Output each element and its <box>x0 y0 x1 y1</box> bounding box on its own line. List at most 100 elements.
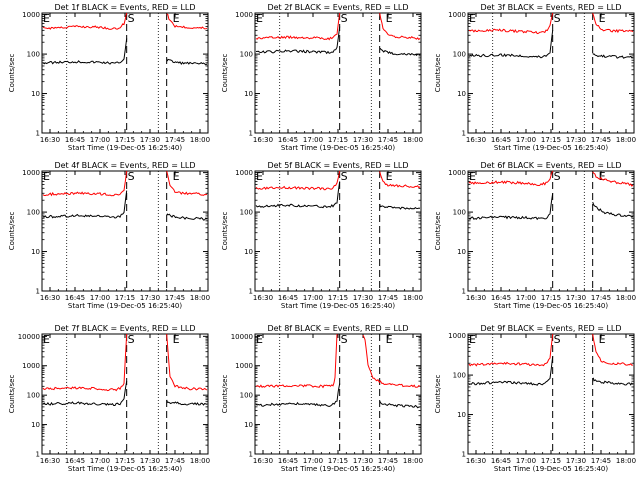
x-tick-label: 16:30 <box>253 136 273 144</box>
panel-det-2: Det 2f BLACK = Events, RED = LLD Counts/s… <box>221 3 423 152</box>
marker-label: E <box>469 170 476 183</box>
x-tick-label: 17:15 <box>328 294 348 302</box>
lld-series-line <box>592 12 634 34</box>
y-tick-label: 100 <box>240 209 253 217</box>
events-series-line <box>166 58 208 66</box>
panel-det-6: Det 6f BLACK = Events, RED = LLD Counts/s… <box>434 161 636 310</box>
x-tick-label: 17:30 <box>140 457 160 465</box>
panel-title: Det 9f BLACK = Events, RED = LLD <box>480 324 621 333</box>
panel-title: Det 7f BLACK = Events, RED = LLD <box>54 324 195 333</box>
x-tick-label: 17:00 <box>90 294 110 302</box>
marker-label: E <box>386 170 393 183</box>
x-axis-label: Start Time (19-Dec-05 16:25:40) <box>281 302 395 310</box>
marker-label: E <box>173 170 180 183</box>
marker-label: E <box>469 333 476 346</box>
y-tick-label: 100 <box>240 392 253 400</box>
y-tick-label: 10 <box>457 248 466 256</box>
events-series-line <box>379 203 421 210</box>
lld-series-line <box>255 333 338 389</box>
x-tick-label: 18:00 <box>616 136 636 144</box>
x-tick-label: 16:45 <box>65 136 85 144</box>
x-tick-label: 18:00 <box>190 136 210 144</box>
y-tick-label: 10 <box>244 248 253 256</box>
marker-label: E <box>386 12 393 25</box>
lld-series-line <box>255 12 341 41</box>
x-tick-label: 17:30 <box>566 457 586 465</box>
y-axis-label: Counts/sec <box>221 375 229 414</box>
marker-label: E <box>599 333 606 346</box>
x-tick-label: 17:15 <box>541 294 561 302</box>
marker-label: E <box>256 333 263 346</box>
lld-series-line <box>42 12 128 30</box>
x-tick-label: 17:00 <box>516 294 536 302</box>
lld-series-line <box>42 170 128 197</box>
x-tick-label: 16:30 <box>40 136 60 144</box>
marker-label: S <box>341 12 348 25</box>
y-tick-label: 10 <box>244 421 253 429</box>
x-tick-label: 17:00 <box>303 136 323 144</box>
x-tick-label: 17:00 <box>516 457 536 465</box>
x-tick-label: 17:30 <box>353 136 373 144</box>
x-axis-label: Start Time (19-Dec-05 16:25:40) <box>68 465 182 473</box>
x-tick-label: 17:30 <box>140 136 160 144</box>
marker-label: E <box>43 170 50 183</box>
marker-label: S <box>128 170 135 183</box>
y-axis-label: Counts/sec <box>221 54 229 93</box>
y-tick-label: 1000 <box>448 332 466 340</box>
x-tick-label: 17:30 <box>353 294 373 302</box>
events-series-line <box>255 26 341 55</box>
x-tick-label: 18:00 <box>616 457 636 465</box>
events-series-line <box>468 30 554 59</box>
events-series-line <box>255 383 341 408</box>
x-tick-label: 17:00 <box>303 294 323 302</box>
y-tick-label: 1 <box>249 288 253 296</box>
panel-det-4: Det 4f BLACK = Events, RED = LLD Counts/s… <box>8 161 210 310</box>
y-tick-label: 100 <box>453 51 466 59</box>
x-tick-label: 16:30 <box>466 136 486 144</box>
events-series-line <box>255 181 341 209</box>
y-axis-label: Counts/sec <box>434 212 442 251</box>
y-tick-label: 1000 <box>22 362 40 370</box>
panel-title: Det 1f BLACK = Events, RED = LLD <box>54 3 195 12</box>
x-tick-label: 16:45 <box>278 136 298 144</box>
y-tick-label: 1000 <box>235 169 253 177</box>
panel-det-7: Det 7f BLACK = Events, RED = LLD Counts/s… <box>8 324 210 473</box>
x-tick-label: 16:30 <box>253 457 273 465</box>
lld-series-line <box>166 170 208 196</box>
y-tick-label: 1000 <box>235 362 253 370</box>
x-tick-label: 17:45 <box>165 136 185 144</box>
y-tick-label: 1 <box>36 451 40 459</box>
y-tick-label: 1 <box>249 130 253 138</box>
y-tick-label: 1 <box>462 451 466 459</box>
x-tick-label: 18:00 <box>403 294 423 302</box>
x-tick-label: 17:45 <box>165 457 185 465</box>
x-tick-label: 17:45 <box>378 136 398 144</box>
y-tick-label: 100 <box>453 372 466 380</box>
x-tick-label: 16:30 <box>253 294 273 302</box>
lld-series-line <box>379 171 421 189</box>
y-tick-label: 1 <box>462 288 466 296</box>
x-tick-label: 16:45 <box>65 457 85 465</box>
y-axis-label: Counts/sec <box>434 375 442 414</box>
marker-label: S <box>554 333 561 346</box>
y-axis-label: Counts/sec <box>8 375 16 414</box>
lld-series-line <box>468 12 554 35</box>
panel-title: Det 8f BLACK = Events, RED = LLD <box>267 324 408 333</box>
events-series-line <box>592 201 634 218</box>
events-series-line <box>42 38 128 65</box>
lld-series-line <box>362 334 421 388</box>
y-tick-label: 10 <box>244 90 253 98</box>
x-tick-label: 16:30 <box>40 294 60 302</box>
marker-label: E <box>256 12 263 25</box>
marker-label: S <box>554 12 561 25</box>
marker-label: E <box>43 333 50 346</box>
x-tick-label: 18:00 <box>403 457 423 465</box>
panel-det-8: Det 8f BLACK = Events, RED = LLD Counts/s… <box>221 324 423 473</box>
x-tick-label: 16:45 <box>65 294 85 302</box>
y-tick-label: 10 <box>31 248 40 256</box>
panel-det-1: Det 1f BLACK = Events, RED = LLD Counts/s… <box>8 3 210 152</box>
events-series-line <box>592 53 634 59</box>
y-tick-label: 100 <box>27 392 40 400</box>
x-tick-label: 17:15 <box>328 457 348 465</box>
x-tick-label: 16:45 <box>278 294 298 302</box>
